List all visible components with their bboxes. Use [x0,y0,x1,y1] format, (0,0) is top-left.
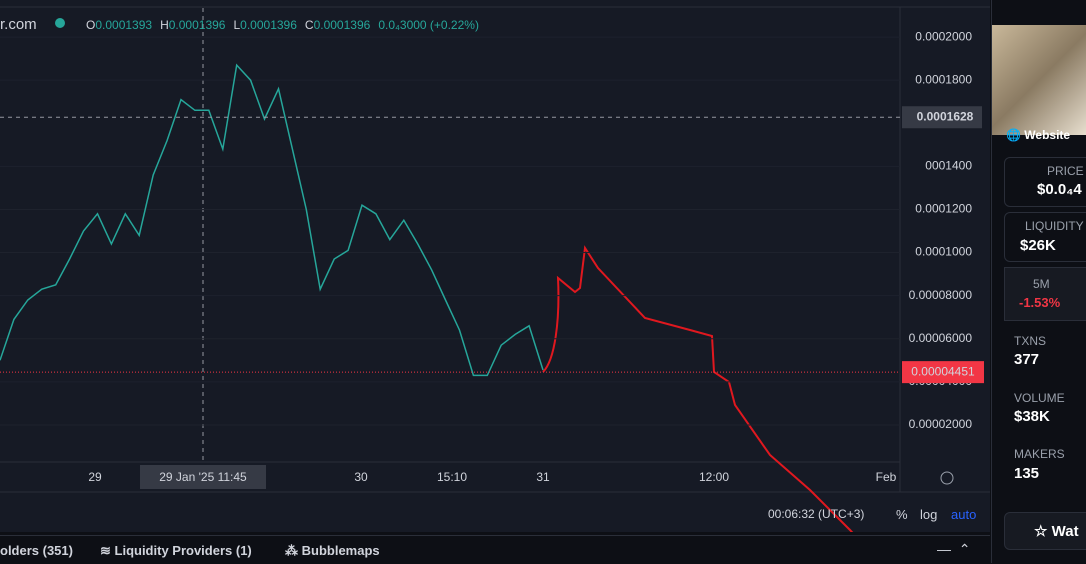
period: 5M [1033,277,1050,291]
makers-label: MAKERS [1014,447,1065,461]
tab[interactable]: ⁂ Bubblemaps [285,543,380,559]
tab-icon: ≋ [100,543,115,558]
x-tick-label: 30 [354,470,368,484]
site-name: r.com [0,16,37,33]
drawn-annotation [542,245,854,532]
ohlc-key: C [304,18,314,32]
liquidity-label: LIQUIDITY [1025,219,1084,233]
price-label: PRICE U [1047,164,1086,178]
website-label: Website [1024,128,1071,142]
y-tick-label: 0.0001200 [915,202,972,216]
watch-button[interactable] [1004,512,1086,550]
ohlc-key: H [160,18,169,32]
log-toggle[interactable]: log [920,507,938,522]
y-tick-label: 0001400 [925,159,972,173]
tab[interactable]: olders (351) [0,543,73,558]
website-link[interactable]: 🌐 Website [1006,128,1071,142]
x-tick-label: 31 [536,470,550,484]
clock: 00:06:32 (UTC+3) [768,507,865,521]
liquidity: $26K [1020,237,1056,254]
token-image [992,25,1086,135]
status-dot [55,18,65,28]
ohlc: O0.0001393 H0.0001396 L0.0001396 C0.0001396… [86,18,479,32]
side-panel: 🌐 Website PRICE U $0.0₄4 LIQUIDITY $26K … [991,0,1086,563]
tab-icon: ⁂ [285,543,302,558]
tab-label: Bubblemaps [301,543,380,558]
volume-label: VOLUME [1014,391,1065,405]
tab-label: Liquidity Providers (1) [114,543,252,558]
minimize[interactable]: — ⌃ [937,541,971,557]
last-price-box [902,361,984,384]
x-tick-label: 29 Jan '25 11:45 [159,470,247,484]
price: $0.0₄4 [1037,181,1082,198]
period-change: -1.53% [1019,295,1061,310]
y-tick-label: 0.00006000 [909,331,973,345]
ohlc-key: O [86,18,96,32]
y-tick-label: 0.00002000 [909,417,973,431]
crosshair-price: 0.0001628 [917,109,974,123]
settings-icon[interactable] [940,471,954,485]
ohlc-value: 0.0001396 [168,18,226,32]
ohlc-change: 0.0₄3000 (+0.22%) [378,18,479,32]
y-tick-label: 0.0001800 [915,72,972,86]
watch-text: Wat [1051,523,1079,540]
percent-toggle[interactable]: % [896,507,908,522]
x-tick-label: 15:10 [437,470,467,484]
txns: 377 [1014,351,1040,368]
ohlc-key: L [233,18,241,32]
crosshair-price-box [902,106,982,129]
volume: $38K [1014,408,1050,425]
last-price: 0.00004451 [911,364,975,378]
auto-toggle[interactable]: auto [951,507,977,522]
y-tick-label: 0.00008000 [909,288,973,302]
ohlc-value: 0.0001396 [240,18,297,32]
y-tick-label: 0.0002000 [915,29,972,43]
x-tick-label: Feb [876,470,897,484]
tab-bar [0,535,990,564]
period-card[interactable] [1004,267,1086,321]
x-tick-label: 29 [88,470,102,484]
txns-label: TXNS [1014,334,1047,348]
y-tick-label: 0.0001000 [915,245,972,259]
chart-bg [0,0,990,532]
crosshair-x-box [140,465,266,489]
liquidity-card [1004,212,1086,262]
makers: 135 [1014,465,1040,482]
x-tick-label: 12:00 [699,470,729,484]
price-line [0,63,544,377]
chart: 0.0002000 0.0001800 0001400 0.0001200 0.0001… [0,0,990,532]
ohlc-value: 0.0001396 [313,18,371,32]
tab[interactable]: ≋ Liquidity Providers (1) [100,543,252,559]
ohlc-value: 0.0001393 [95,18,153,32]
price-card [1004,157,1086,207]
watch-label: ☆ Wat [1034,523,1079,540]
